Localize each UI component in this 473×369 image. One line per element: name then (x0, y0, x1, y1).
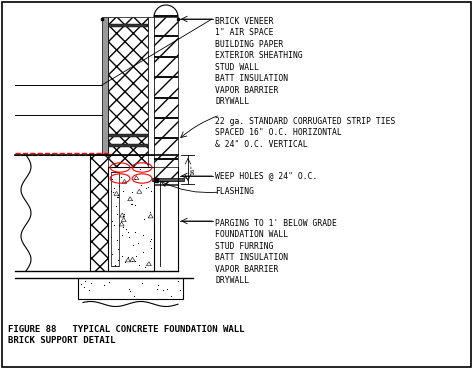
Bar (154, 117, 178, 119)
Bar (154, 35, 178, 37)
Bar (154, 17, 178, 185)
Bar (102, 17, 108, 155)
Text: PARGING TO 1' BELOW GRADE
FOUNDATION WALL
STUD FURRING
BATT INSULATION
VAPOR BAR: PARGING TO 1' BELOW GRADE FOUNDATION WAL… (215, 219, 337, 285)
Bar (154, 158, 178, 160)
Text: BRICK SUPPORT DETAIL: BRICK SUPPORT DETAIL (8, 336, 115, 345)
Bar (108, 17, 148, 155)
Text: BRICK VENEER
1" AIR SPACE
BUILDING PAPER
EXTERIOR SHEATHING
STUD WALL
BATT INSUL: BRICK VENEER 1" AIR SPACE BUILDING PAPER… (215, 17, 303, 106)
Bar (154, 137, 178, 139)
Bar (108, 144, 148, 147)
Text: WEEP HOLES @ 24" O.C.: WEEP HOLES @ 24" O.C. (215, 172, 317, 180)
Bar (154, 15, 178, 17)
Bar (108, 167, 154, 271)
Bar (148, 17, 154, 155)
Bar (154, 56, 178, 58)
Bar (152, 178, 184, 181)
Text: 22 ga. STANDARD CORRUGATED STRIP TIES
SPACED 16" O.C. HORIZONTAL
& 24" O.C. VERT: 22 ga. STANDARD CORRUGATED STRIP TIES SP… (215, 117, 395, 149)
Bar (154, 178, 178, 180)
Text: FIGURE 88   TYPICAL CONCRETE FOUNDATION WALL: FIGURE 88 TYPICAL CONCRETE FOUNDATION WA… (8, 325, 245, 334)
Bar (154, 97, 178, 99)
Bar (90, 155, 108, 271)
Text: FLASHING: FLASHING (215, 187, 254, 197)
Bar (154, 167, 178, 184)
Text: 16": 16" (190, 164, 195, 175)
Bar (108, 24, 148, 27)
Bar (154, 76, 178, 78)
Bar (111, 172, 119, 266)
Bar (108, 134, 148, 137)
Bar (78, 278, 183, 299)
Bar (108, 155, 148, 167)
